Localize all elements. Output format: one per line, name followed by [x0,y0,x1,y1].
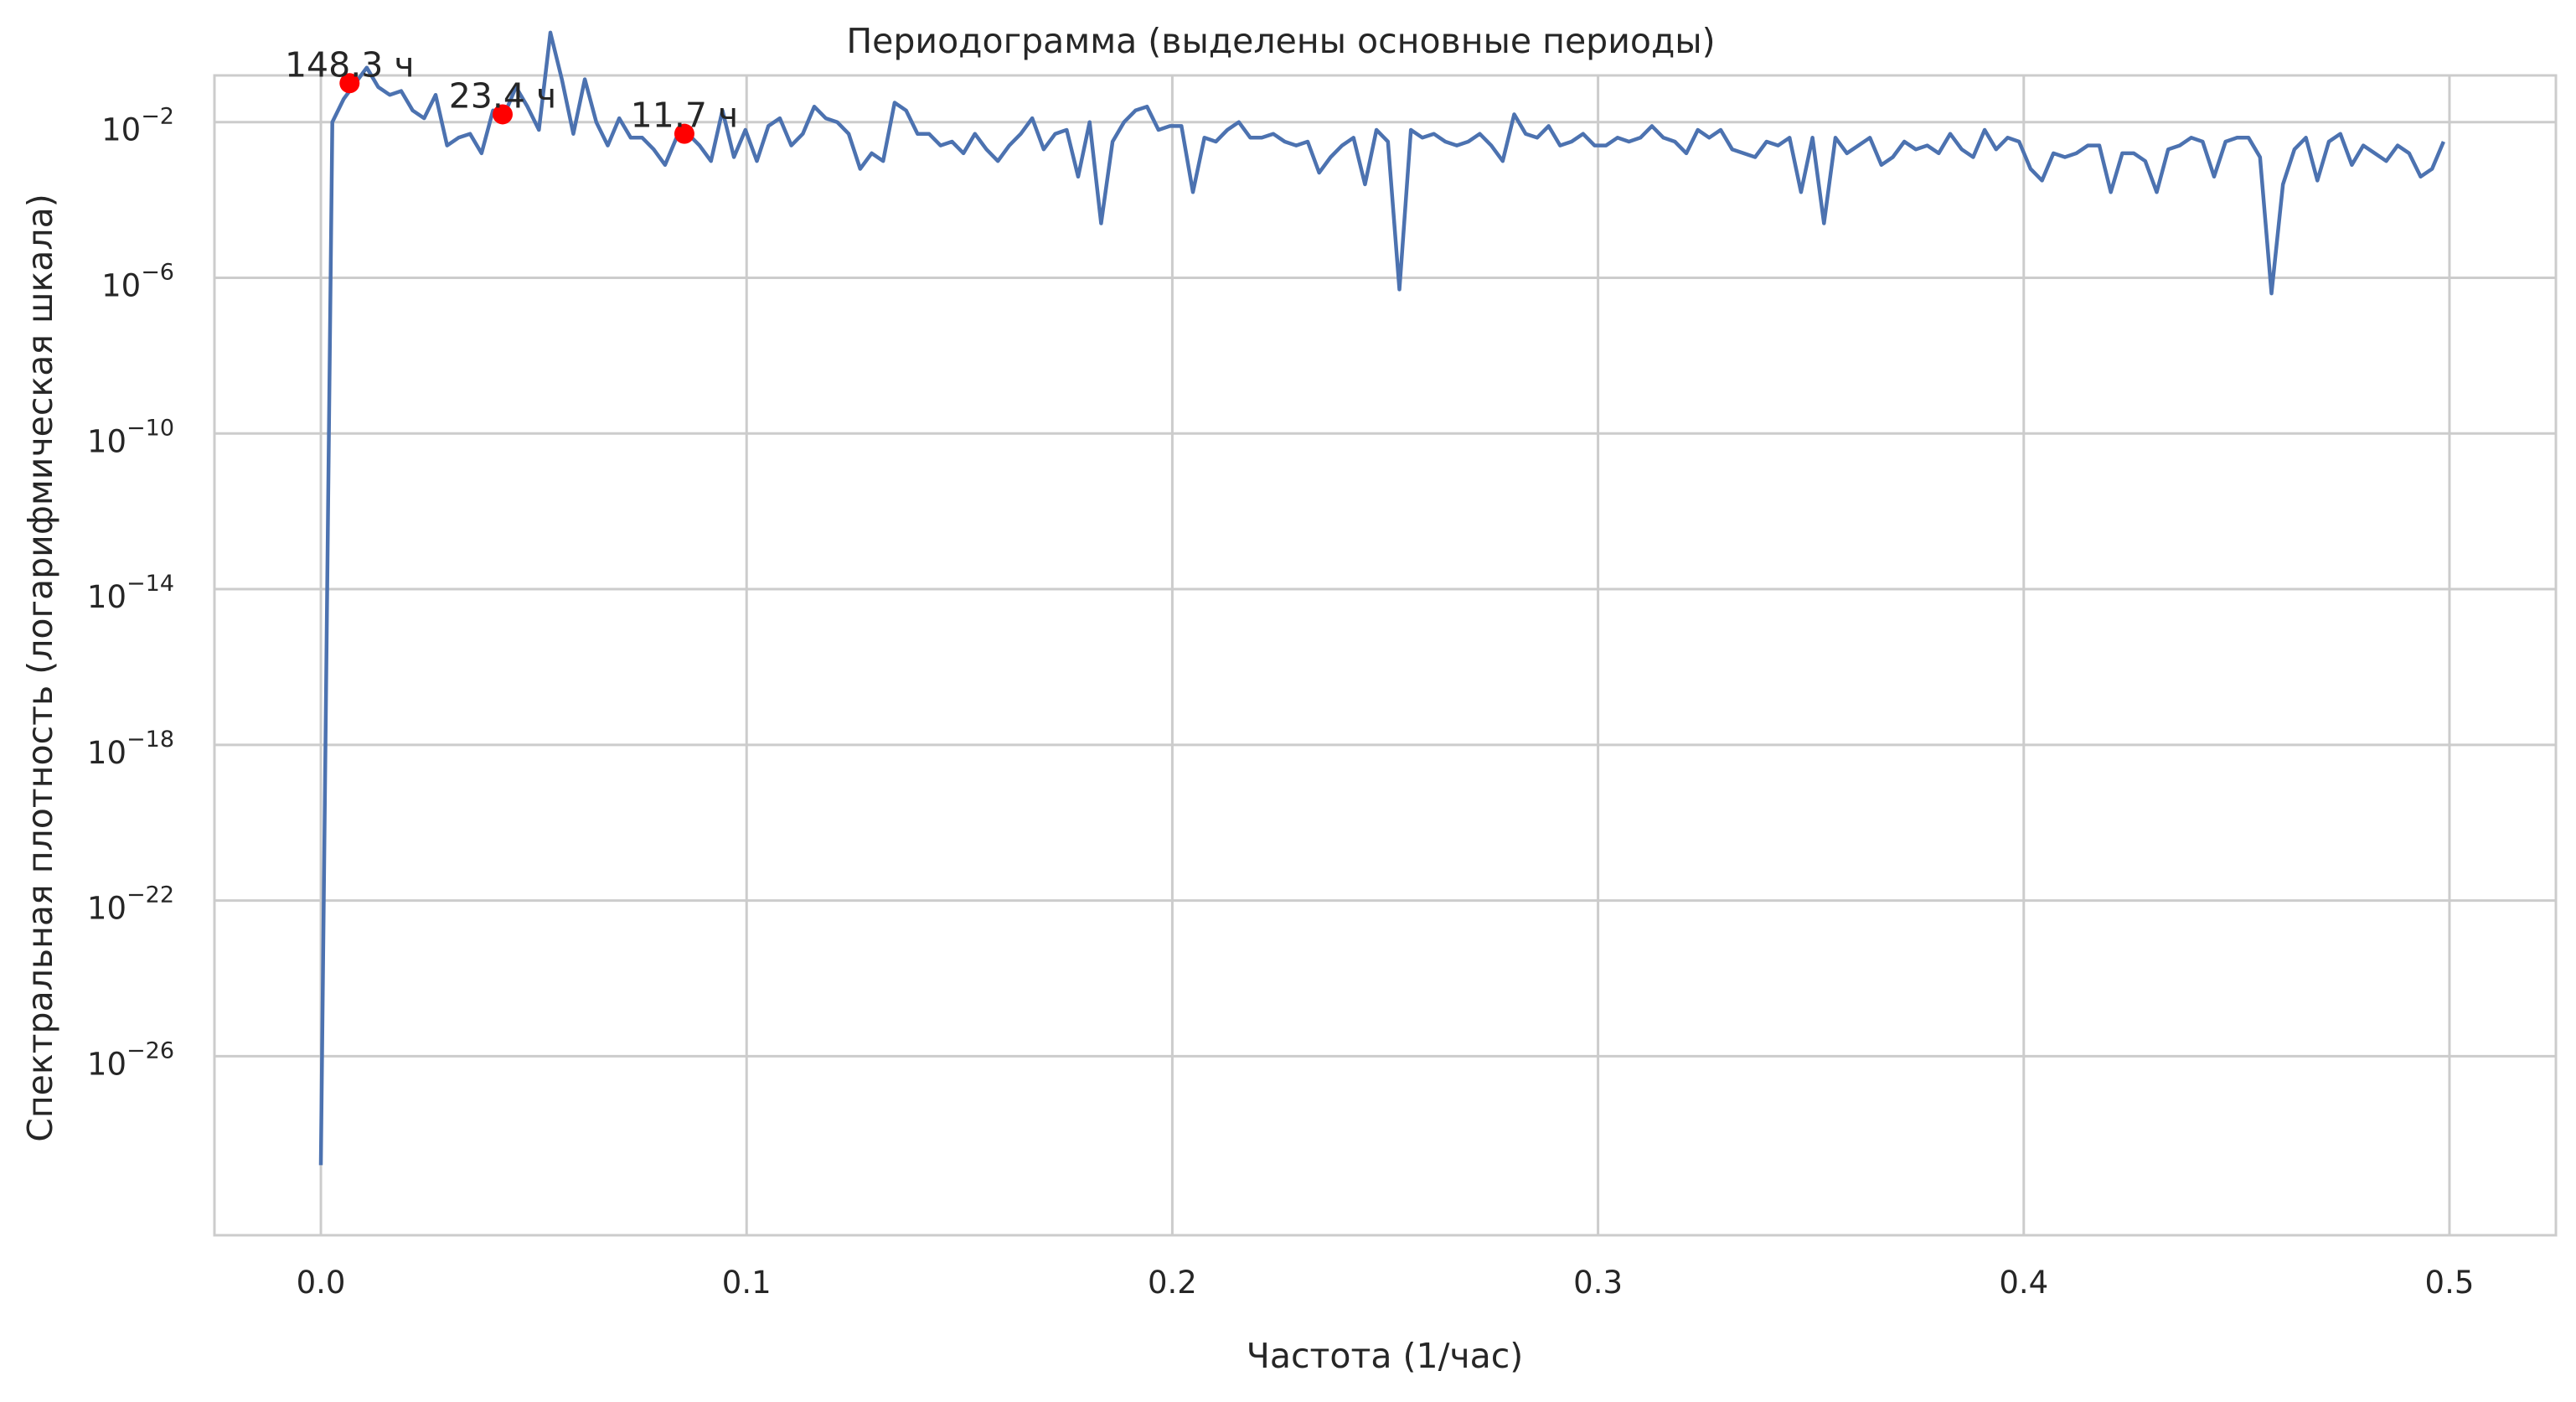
grid-lines [214,75,2556,1235]
y-tick-label: 10−26 [87,1037,174,1082]
peak-marker [492,104,513,125]
x-tick-label: 0.2 [1148,1265,1197,1301]
y-tick-label: 10−10 [87,415,174,459]
peak-markers: 148.3 ч 23.4 ч 11.7 ч [285,44,739,144]
y-axis-ticks: 10−2 10−6 10−10 10−14 10−18 10−22 10−26 [87,104,174,1083]
peak-label: 148.3 ч [285,44,415,85]
peak-marker [674,123,694,144]
x-tick-label: 0.4 [1999,1265,2048,1301]
y-tick-label: 10−6 [101,260,174,304]
peak-marker [339,73,360,94]
y-axis-label: Спектральная плотность (логарифмическая … [20,194,60,1142]
x-tick-label: 0.1 [722,1265,772,1301]
y-tick-label: 10−18 [87,727,174,771]
x-tick-label: 0.3 [1573,1265,1623,1301]
peak-label: 11.7 ч [631,96,739,136]
x-tick-label: 0.0 [297,1265,346,1301]
x-axis-ticks: 0.0 0.1 0.2 0.3 0.4 0.5 [297,1265,2475,1301]
y-tick-label: 10−22 [87,882,174,927]
chart-title: Периодограмма (выделены основные периоды… [846,21,1715,61]
y-tick-label: 10−2 [101,104,174,148]
plot-frame [213,74,2558,1237]
x-axis-label: Частота (1/час) [1247,1336,1524,1376]
series-layer [318,30,2445,1166]
spectrum-line [318,30,2445,1166]
x-tick-label: 0.5 [2425,1265,2475,1301]
y-tick-label: 10−14 [87,571,174,615]
peak-label: 23.4 ч [449,75,557,116]
